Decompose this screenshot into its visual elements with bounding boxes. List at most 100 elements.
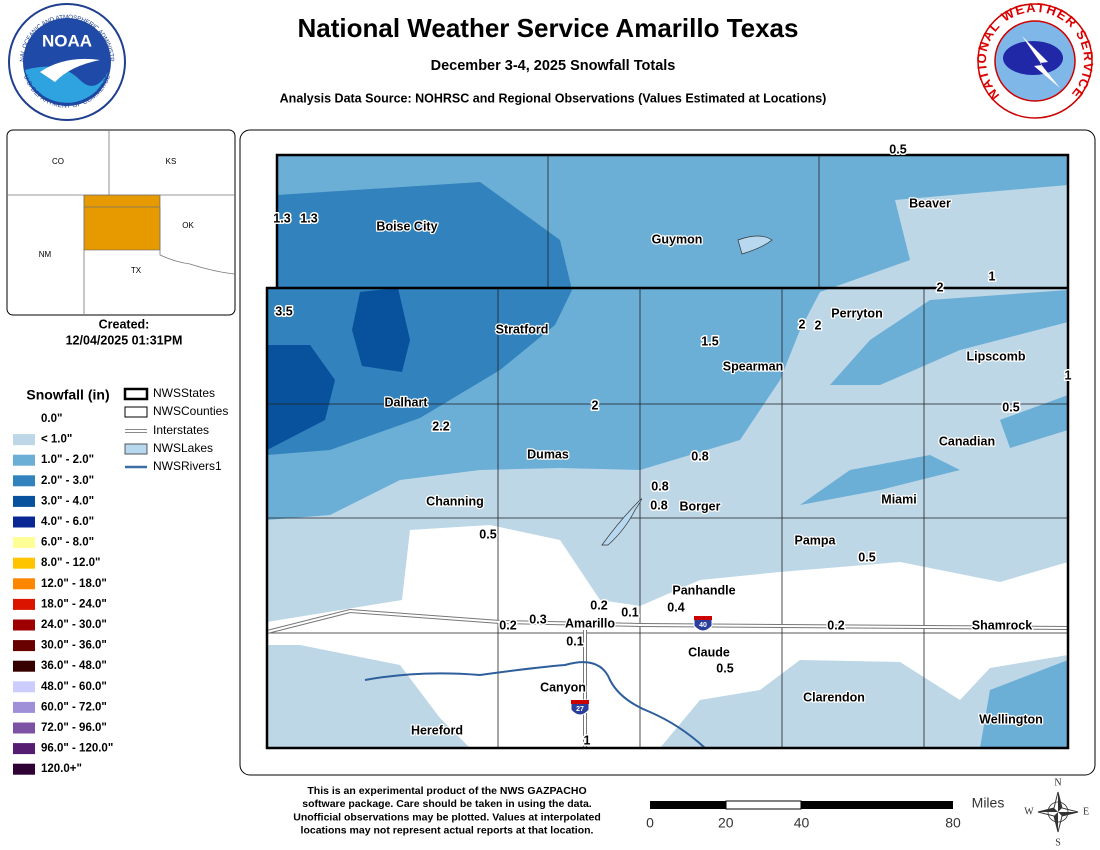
legend-class-label: 0.0": [41, 413, 62, 425]
legend-layer-label: NWSRivers1: [153, 459, 222, 473]
noaa-text: NOAA: [42, 31, 92, 50]
river: [364, 661, 706, 749]
county-lines: [267, 155, 1068, 748]
snowfall-label: 0.5: [858, 550, 875, 564]
town-label: Wellington: [979, 712, 1043, 726]
legend-class-swatch: [13, 598, 35, 610]
legend-layer-label: Interstates: [153, 423, 209, 437]
legend-layer-label: NWSStates: [153, 386, 215, 400]
legend-class-swatch: [13, 434, 35, 446]
inset-map: [6, 129, 236, 316]
town-label: Stratford: [496, 322, 549, 336]
created-label: Created:: [99, 317, 150, 331]
snowfall-label: 3.5: [275, 304, 292, 318]
legend-class-label: 1.0" - 2.0": [41, 454, 94, 466]
inset-region: [83, 194, 161, 251]
compass-shade: [1038, 792, 1078, 832]
highway-number: 40: [699, 622, 707, 629]
compass-circle: [1047, 801, 1069, 823]
snowfall-label: 0.5: [889, 142, 906, 156]
disclaimer-line: locations may not represent actual repor…: [301, 825, 594, 837]
compass-letter: E: [1083, 806, 1089, 817]
legend-class-swatch: [13, 660, 35, 672]
scale-bar: [650, 800, 953, 810]
town-label: Spearman: [723, 359, 783, 373]
snowfall-label: 0.2: [499, 618, 516, 632]
town-label: Lipscomb: [966, 349, 1025, 363]
legend-class-label: 6.0" - 8.0": [41, 537, 94, 549]
compass-letter: S: [1055, 837, 1061, 848]
town-label: Guymon: [652, 232, 703, 246]
scale-seg: [725, 800, 802, 810]
legend-class-label: 30.0" - 36.0": [41, 640, 107, 652]
highway-shield-top: [571, 700, 589, 704]
inset-state-label: TX: [131, 266, 142, 275]
town-label: Canyon: [540, 680, 586, 694]
legend-class-swatch: [13, 681, 35, 693]
compass: [1037, 791, 1079, 833]
highway-number: 27: [576, 706, 584, 713]
interstate: [266, 609, 1069, 633]
town-label: Channing: [426, 494, 484, 508]
town-label: Perryton: [831, 306, 882, 320]
nws-cloud: [1003, 41, 1063, 75]
town-label: Pampa: [795, 533, 837, 547]
legend-class-swatch: [13, 640, 35, 652]
town-label: Dumas: [527, 447, 569, 461]
legend-class-label: 96.0" - 120.0": [41, 743, 113, 755]
legend-class-swatch: [13, 537, 35, 549]
legend-class-swatch: [13, 722, 35, 734]
compass-letter: N: [1054, 777, 1061, 788]
noaa-bird: [40, 58, 100, 82]
scale-seg: [650, 801, 726, 809]
legend-class-swatch: [13, 701, 35, 713]
town-label: Borger: [680, 499, 721, 513]
legend-class-swatch: [13, 619, 35, 631]
legend-class-label: 8.0" - 12.0": [41, 557, 101, 569]
snowfall-label: 0.2: [590, 598, 607, 612]
legend-class-label: 4.0" - 6.0": [41, 516, 94, 528]
snowfall-label: 1.3: [300, 211, 317, 225]
snow-area-2to3: [267, 182, 572, 455]
snow-area-zero: [267, 525, 1068, 748]
legend-class-swatch: [13, 557, 35, 569]
snowfall-label: 0.1: [621, 605, 638, 619]
legend-layer-label: NWSLakes: [153, 441, 213, 455]
town-label: Amarillo: [565, 616, 615, 630]
scale-tick-label: 20: [718, 815, 734, 831]
nws-bolt: [1022, 36, 1060, 88]
legend-class-label: 120.0+": [41, 763, 82, 775]
legend-class-label: 18.0" - 24.0": [41, 598, 107, 610]
legend-class-label: 2.0" - 3.0": [41, 475, 94, 487]
scale-unit: Miles: [972, 795, 1005, 811]
scale-tick-label: 0: [646, 815, 654, 831]
snowfall-label: 0.8: [691, 449, 708, 463]
scale-tick-label: 80: [945, 815, 961, 831]
scale-seg: [801, 801, 953, 809]
town-label: Dalhart: [384, 395, 428, 409]
legend-layer-label: NWSCounties: [153, 404, 228, 418]
legend-class-label: 12.0" - 18.0": [41, 578, 107, 590]
snowfall-label: 0.8: [651, 479, 668, 493]
legend-class-label: 36.0" - 48.0": [41, 660, 107, 672]
highway-shield-top: [694, 616, 712, 620]
title: National Weather Service Amarillo Texas: [298, 13, 799, 43]
town-label: Shamrock: [972, 618, 1032, 632]
snowfall-label: 0.8: [650, 498, 667, 512]
town-label: Clarendon: [803, 690, 865, 704]
legend-class-swatch: [13, 495, 35, 507]
noaa-logo: NOAA NATIONAL OCEANIC AND ATMOSPHERIC AD…: [0, 0, 126, 121]
legend-swatch: [123, 387, 149, 401]
town-label: Claude: [688, 645, 730, 659]
legend-class-swatch: [13, 475, 35, 487]
legend-class-label: 24.0" - 30.0": [41, 619, 107, 631]
compass-letter: W: [1024, 806, 1034, 817]
snowfall-label: 0.1: [566, 634, 583, 648]
town-label: Hereford: [411, 723, 463, 737]
inset-boundaries: [7, 130, 236, 315]
disclaimer-line: software package. Care should be taken i…: [302, 798, 591, 810]
snowfall-label: 1: [584, 733, 591, 747]
snowfall-label: 2: [592, 398, 599, 412]
